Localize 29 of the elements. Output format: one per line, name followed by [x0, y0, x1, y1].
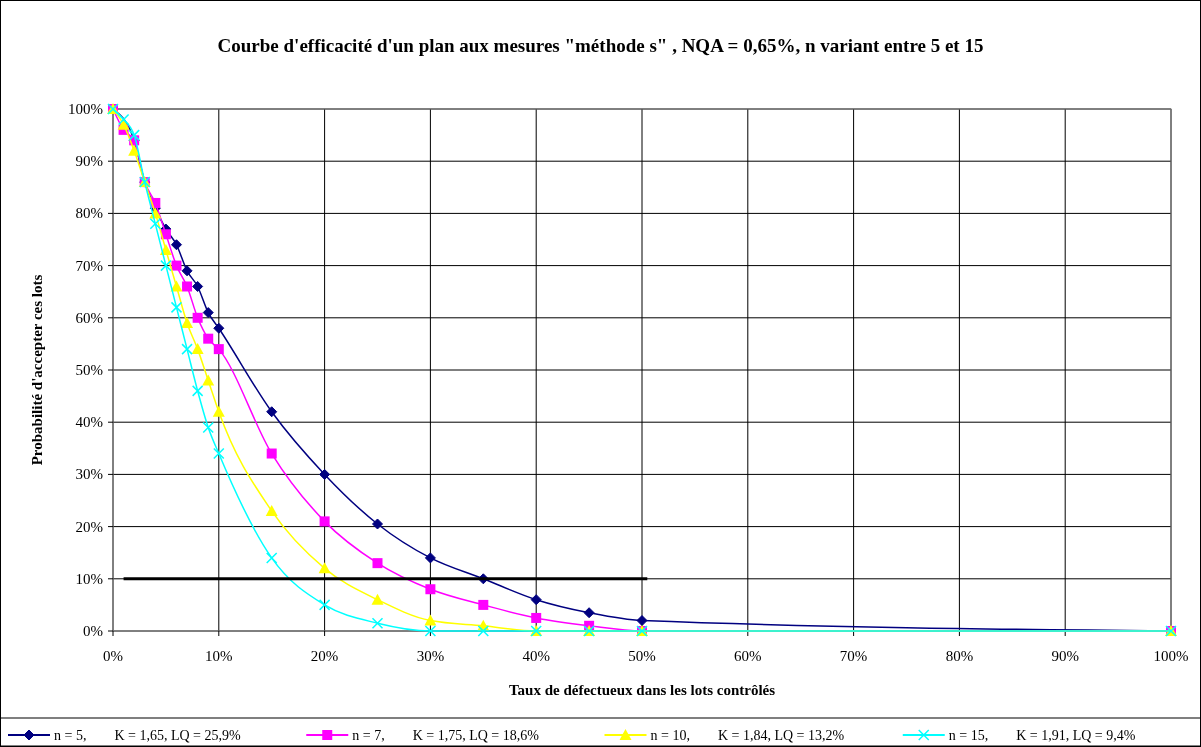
x-axis-title: Taux de défectueux dans les lots contrôlés [508, 682, 776, 698]
y-tick-label: 60% [75, 309, 103, 326]
x-tick-label: 50% [628, 648, 656, 664]
chart-title: Courbe d'efficacité d'un plan aux mesures "méthode s" , NQA = 0,65%, n variant entre 5 et 15 [217, 35, 984, 56]
legend-label: n = 15, K = 1,91, LQ = 9,4% [948, 728, 1136, 743]
y-tick-label: 20% [75, 518, 103, 535]
legend-label: n = 10, K = 1,84, LQ = 13,2% [650, 728, 845, 743]
y-tick-label: 80% [75, 205, 103, 222]
x-tick-label: 10% [205, 648, 233, 664]
x-tick-label: 100% [1153, 648, 1189, 664]
x-tick-label: 30% [416, 648, 445, 664]
y-tick-label: 10% [75, 570, 103, 587]
y-tick-label: 70% [75, 257, 103, 274]
x-tick-label: 70% [839, 648, 868, 664]
y-tick-label: 0% [83, 623, 103, 639]
y-tick-label: 50% [75, 362, 103, 378]
x-tick-label: 90% [1051, 648, 1079, 664]
legend-label: n = 7, K = 1,75, LQ = 18,6% [352, 728, 540, 743]
y-tick-label: 40% [75, 414, 103, 431]
x-tick-label: 80% [945, 648, 974, 664]
legend-label: n = 5, K = 1,65, LQ = 25,9% [54, 728, 241, 743]
x-tick-label: 0% [103, 648, 123, 664]
x-tick-label: 40% [522, 648, 550, 664]
y-tick-label: 90% [75, 153, 103, 170]
y-tick-label: 30% [75, 466, 103, 483]
y-tick-label: 100% [68, 101, 103, 117]
y-axis-title: Probabilité d'accepter ces lots [29, 274, 45, 466]
x-tick-label: 60% [734, 648, 762, 664]
x-tick-label: 20% [310, 648, 339, 664]
